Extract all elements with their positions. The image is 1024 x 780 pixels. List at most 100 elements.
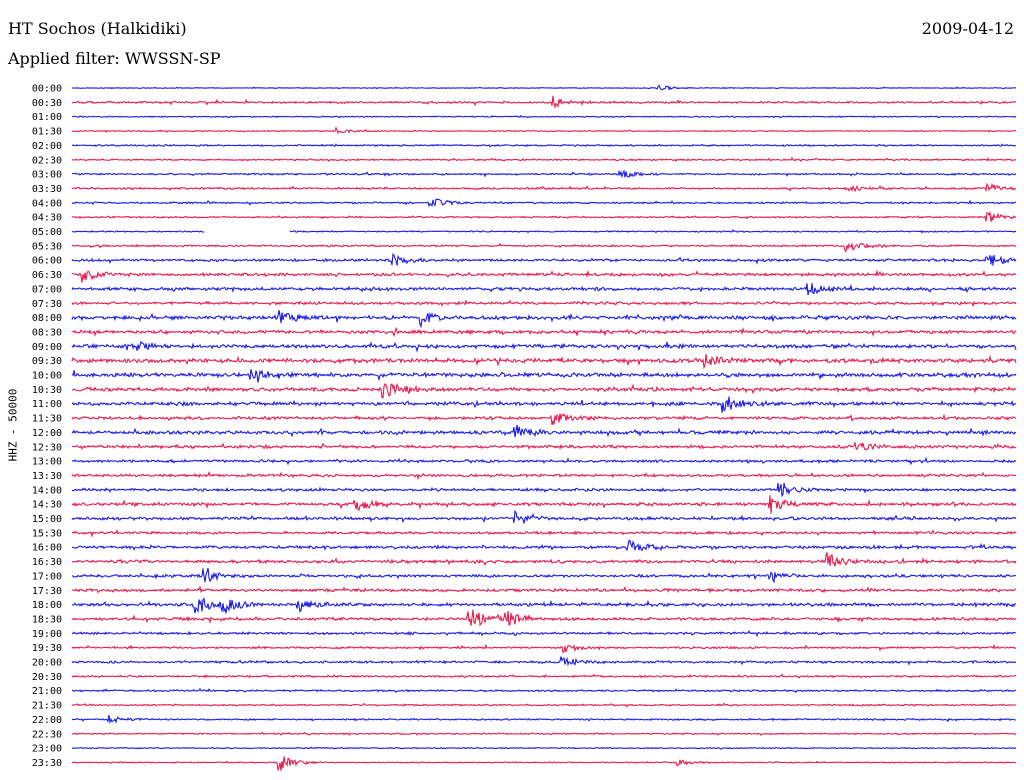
trace-line <box>71 369 1017 383</box>
trace-line <box>71 731 1017 736</box>
trace-line <box>71 687 1017 694</box>
trace-line <box>71 509 1017 524</box>
trace-line <box>71 310 1017 329</box>
trace-line <box>71 114 1017 119</box>
station-title: HT Sochos (Halkidiki) <box>8 19 187 38</box>
time-tick-label: 06:30 <box>32 270 62 281</box>
time-tick-label: 20:00 <box>32 658 62 669</box>
time-tick-label: 22:00 <box>32 715 62 726</box>
trace-line <box>71 656 1017 667</box>
time-tick-label: 14:30 <box>32 500 62 511</box>
trace-line <box>71 242 1017 253</box>
time-tick-label: 09:00 <box>32 342 62 353</box>
time-tick-label: 04:30 <box>32 213 62 224</box>
trace-line <box>71 126 1017 135</box>
trace-line <box>71 84 1017 91</box>
trace-line <box>71 630 1017 638</box>
time-tick-label: 12:30 <box>32 442 62 453</box>
time-tick-label: 06:00 <box>32 256 62 267</box>
trace-line <box>71 382 1017 399</box>
time-tick-label: 10:30 <box>32 385 62 396</box>
time-tick-label: 05:30 <box>32 241 62 252</box>
trace-line <box>71 746 1017 750</box>
trace-line <box>71 95 1017 109</box>
time-tick-label: 15:00 <box>32 514 62 525</box>
time-tick-label: 00:30 <box>32 98 62 109</box>
trace-line <box>71 156 1016 163</box>
time-tick-label: 12:00 <box>32 428 62 439</box>
time-tick-label: 10:00 <box>32 371 62 382</box>
record-date: 2009-04-12 <box>921 19 1014 38</box>
trace-line <box>71 424 1017 438</box>
trace-line <box>71 552 1017 567</box>
trace-line <box>71 456 1017 466</box>
time-tick-label: 21:30 <box>32 701 62 712</box>
time-tick-label: 00:00 <box>32 84 62 95</box>
time-tick-label: 09:30 <box>32 356 62 367</box>
time-tick-label: 14:00 <box>32 485 62 496</box>
time-tick-label: 02:30 <box>32 155 62 166</box>
time-tick-group: 00:00 00:30 01:00 01:30 02:00 02:30 03:00 03:30… <box>32 84 62 769</box>
trace-line <box>71 182 1017 193</box>
time-tick-label: 16:00 <box>32 543 62 554</box>
time-tick-label: 08:30 <box>32 327 62 338</box>
time-tick-label: 11:00 <box>32 399 62 410</box>
trace-line <box>71 269 1017 283</box>
time-tick-label: 02:00 <box>32 141 62 152</box>
trace-line <box>71 210 1017 222</box>
time-tick-label: 22:30 <box>32 729 62 740</box>
trace-line <box>71 169 1017 179</box>
time-tick-label: 01:30 <box>32 127 62 138</box>
trace-line <box>71 413 1017 425</box>
trace-line <box>71 643 1017 654</box>
trace-group <box>71 84 1017 772</box>
time-tick-label: 17:30 <box>32 586 62 597</box>
trace-line <box>71 143 1017 148</box>
time-tick-label: 21:00 <box>32 686 62 697</box>
trace-line <box>71 495 1017 514</box>
trace-line <box>71 597 1017 614</box>
trace-line <box>71 396 1017 413</box>
time-tick-label: 15:30 <box>32 528 62 539</box>
time-tick-label: 17:00 <box>32 571 62 582</box>
trace-line <box>71 442 1017 451</box>
trace-line <box>71 326 1017 338</box>
trace-line <box>71 714 1017 725</box>
time-tick-label: 19:00 <box>32 629 62 640</box>
time-tick-label: 13:00 <box>32 457 62 468</box>
trace-line <box>71 198 1017 208</box>
trace-line <box>71 702 1017 708</box>
trace-line <box>71 673 1017 679</box>
trace-line <box>71 354 1017 370</box>
time-tick-label: 11:30 <box>32 414 62 425</box>
trace-line <box>71 283 1017 296</box>
trace-line <box>71 299 1017 308</box>
time-tick-label: 03:30 <box>32 184 62 195</box>
trace-line <box>71 252 1017 266</box>
time-tick-label: 08:00 <box>32 313 62 324</box>
time-tick-label: 03:00 <box>32 170 62 181</box>
time-tick-label: 23:30 <box>32 758 62 769</box>
time-tick-label: 18:00 <box>32 600 62 611</box>
trace-line <box>71 567 1017 584</box>
time-tick-label: 16:30 <box>32 557 62 568</box>
time-tick-label: 18:30 <box>32 614 62 625</box>
trace-line <box>71 756 1017 772</box>
trace-line <box>71 228 1017 234</box>
time-tick-label: 07:30 <box>32 299 62 310</box>
trace-line <box>71 585 1017 594</box>
filter-label: Applied filter: WWSSN-SP <box>8 49 221 68</box>
time-tick-label: 04:00 <box>32 198 62 209</box>
time-tick-label: 13:30 <box>32 471 62 482</box>
trace-line <box>71 482 1017 498</box>
trace-line <box>71 539 1017 552</box>
time-tick-label: 20:30 <box>32 672 62 683</box>
trace-line <box>72 529 1017 538</box>
trace-line <box>71 471 1017 481</box>
trace-line <box>71 340 1017 353</box>
time-tick-label: 23:00 <box>32 744 62 755</box>
time-tick-label: 01:00 <box>32 112 62 123</box>
time-tick-label: 05:00 <box>32 227 62 238</box>
trace-line <box>71 609 1017 627</box>
